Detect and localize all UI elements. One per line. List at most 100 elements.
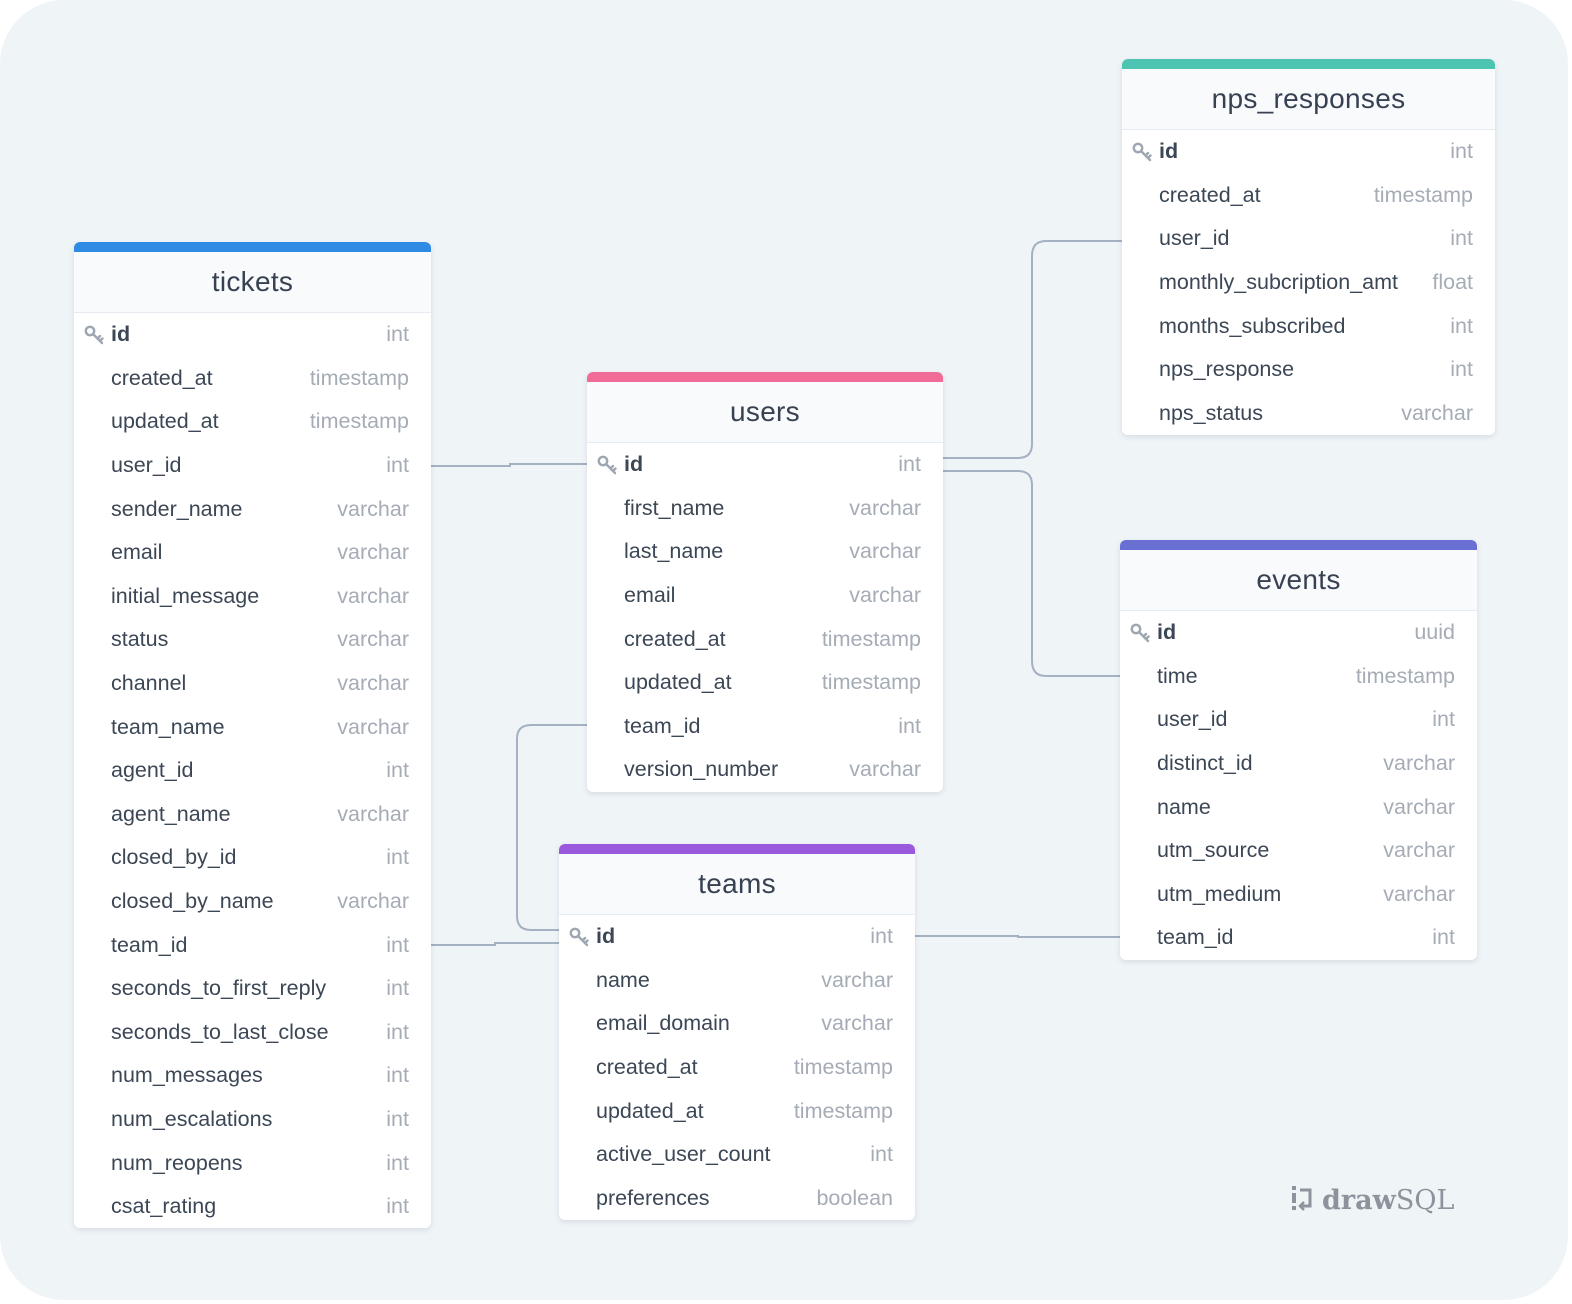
field-list: id int first_name varchar last_name varchar em… xyxy=(587,443,943,792)
field-row[interactable]: seconds_to_last_close int xyxy=(74,1011,431,1055)
field-row[interactable]: team_name varchar xyxy=(74,705,431,749)
field-row[interactable]: sender_name varchar xyxy=(74,487,431,531)
field-row[interactable]: updated_at timestamp xyxy=(74,400,431,444)
field-row[interactable]: team_id int xyxy=(1120,916,1477,960)
field-name: closed_by_name xyxy=(111,889,274,914)
field-row[interactable]: num_messages int xyxy=(74,1054,431,1098)
field-name: num_escalations xyxy=(111,1106,273,1131)
primary-key-row[interactable]: id uuid xyxy=(1120,611,1477,655)
field-row[interactable]: created_at timestamp xyxy=(559,1046,915,1090)
table-title[interactable]: nps_responses xyxy=(1122,69,1495,130)
field-type: varchar xyxy=(821,1011,893,1036)
field-name: team_id xyxy=(624,713,701,738)
field-name: updated_at xyxy=(596,1098,704,1123)
field-type: varchar xyxy=(821,967,893,992)
field-type: int xyxy=(1450,357,1473,382)
field-name: email_domain xyxy=(596,1011,730,1036)
field-row[interactable]: utm_source varchar xyxy=(1120,829,1477,873)
primary-key-row[interactable]: id int xyxy=(559,915,915,959)
field-row[interactable]: num_reopens int xyxy=(74,1141,431,1185)
field-type: varchar xyxy=(337,540,409,565)
table-title[interactable]: events xyxy=(1120,550,1477,611)
field-name: csat_rating xyxy=(111,1194,217,1219)
primary-key-row[interactable]: id int xyxy=(74,313,431,357)
field-row[interactable]: channel varchar xyxy=(74,662,431,706)
field-row[interactable]: active_user_count int xyxy=(559,1133,915,1177)
field-row[interactable]: name varchar xyxy=(559,959,915,1003)
field-type: int xyxy=(386,932,409,957)
field-row[interactable]: team_id int xyxy=(74,923,431,967)
field-type: int xyxy=(386,453,409,478)
field-row[interactable]: closed_by_id int xyxy=(74,836,431,880)
field-type: varchar xyxy=(849,539,921,564)
field-name: team_id xyxy=(111,932,188,957)
field-type: varchar xyxy=(337,627,409,652)
field-row[interactable]: updated_at timestamp xyxy=(587,661,943,705)
field-name: id xyxy=(111,322,131,347)
field-type: timestamp xyxy=(793,1098,893,1123)
table-tickets[interactable]: tickets id int created_at timestamp updated_… xyxy=(74,242,431,1229)
field-row[interactable]: time timestamp xyxy=(1120,655,1477,699)
field-name: num_messages xyxy=(111,1063,263,1088)
field-row[interactable]: created_at timestamp xyxy=(587,617,943,661)
field-row[interactable]: user_id int xyxy=(1122,217,1495,261)
field-row[interactable]: distinct_id varchar xyxy=(1120,742,1477,786)
field-row[interactable]: email varchar xyxy=(74,531,431,575)
field-row[interactable]: version_number varchar xyxy=(587,748,943,792)
field-row[interactable]: nps_response int xyxy=(1122,348,1495,392)
field-type: int xyxy=(386,322,409,347)
key-icon xyxy=(597,455,619,475)
field-row[interactable]: team_id int xyxy=(587,705,943,749)
field-row[interactable]: seconds_to_first_reply int xyxy=(74,967,431,1011)
relation-tickets-team-id-to-teams-id xyxy=(431,942,559,946)
field-row[interactable]: email_domain varchar xyxy=(559,1002,915,1046)
drawsql-logo[interactable]: drawSQL xyxy=(1290,1180,1454,1220)
table-teams[interactable]: teams id int name varchar email_domain varcha… xyxy=(559,844,915,1221)
field-row[interactable]: utm_medium varchar xyxy=(1120,873,1477,917)
field-type: int xyxy=(1450,139,1473,164)
key-icon xyxy=(1130,623,1152,643)
table-events[interactable]: events id uuid time timestamp user_id int dist… xyxy=(1120,540,1477,960)
field-row[interactable]: name varchar xyxy=(1120,785,1477,829)
field-row[interactable]: monthly_subcription_amt float xyxy=(1122,261,1495,305)
field-row[interactable]: last_name varchar xyxy=(587,530,943,574)
field-row[interactable]: first_name varchar xyxy=(587,487,943,531)
field-row[interactable]: csat_rating int xyxy=(74,1185,431,1229)
field-type: int xyxy=(1432,925,1455,950)
field-row[interactable]: agent_id int xyxy=(74,749,431,793)
field-row[interactable]: closed_by_name varchar xyxy=(74,880,431,924)
field-row[interactable]: preferences boolean xyxy=(559,1177,915,1221)
field-row[interactable]: user_id int xyxy=(1120,698,1477,742)
field-name: email xyxy=(624,583,676,608)
primary-key-row[interactable]: id int xyxy=(1122,130,1495,174)
field-row[interactable]: months_subscribed int xyxy=(1122,304,1495,348)
field-row[interactable]: status varchar xyxy=(74,618,431,662)
field-name: preferences xyxy=(596,1185,710,1210)
field-name: id xyxy=(596,924,616,949)
table-title[interactable]: tickets xyxy=(74,252,431,313)
field-row[interactable]: created_at timestamp xyxy=(1122,174,1495,218)
field-row[interactable]: agent_name varchar xyxy=(74,793,431,837)
field-row[interactable]: updated_at timestamp xyxy=(559,1089,915,1133)
field-row[interactable]: initial_message varchar xyxy=(74,575,431,619)
table-users[interactable]: users id int first_name varchar last_name var… xyxy=(587,372,943,792)
field-row[interactable]: created_at timestamp xyxy=(74,357,431,401)
field-row[interactable]: email varchar xyxy=(587,574,943,618)
field-type: uuid xyxy=(1414,620,1455,645)
field-name: nps_status xyxy=(1159,400,1263,425)
table-title[interactable]: users xyxy=(587,382,943,443)
field-row[interactable]: nps_status varchar xyxy=(1122,392,1495,436)
primary-key-row[interactable]: id int xyxy=(587,443,943,487)
relation-teams-id-to-events-team-id xyxy=(915,935,1120,938)
field-row[interactable]: num_escalations int xyxy=(74,1098,431,1142)
table-title[interactable]: teams xyxy=(559,854,915,915)
field-row[interactable]: user_id int xyxy=(74,444,431,488)
field-type: timestamp xyxy=(793,1055,893,1080)
field-type: int xyxy=(386,1106,409,1131)
field-type: varchar xyxy=(337,583,409,608)
table-color-bar xyxy=(559,844,915,854)
field-name: user_id xyxy=(1159,226,1230,251)
table-nps-responses[interactable]: nps_responses id int created_at timestamp us… xyxy=(1122,59,1495,436)
field-type: int xyxy=(1450,226,1473,251)
